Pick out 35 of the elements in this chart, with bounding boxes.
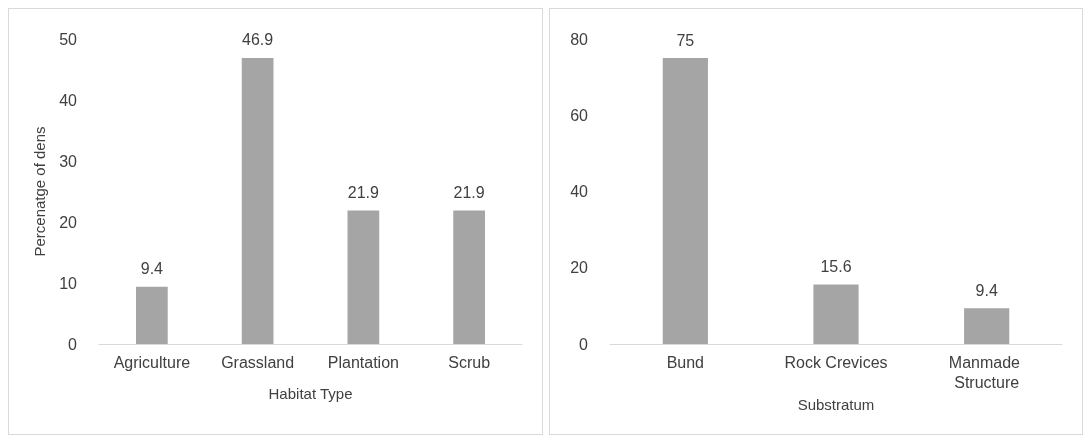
x-tick-label: Manmade Structure	[948, 353, 1025, 391]
y-tick-label: 0	[68, 335, 78, 353]
bar	[662, 58, 708, 344]
y-tick-label: 40	[59, 91, 78, 109]
x-axis-title: Habitat Type	[268, 385, 353, 402]
y-tick-label: 50	[59, 30, 78, 48]
data-label: 46.9	[242, 31, 274, 49]
y-tick-label: 0	[579, 335, 589, 353]
bar	[136, 286, 168, 344]
bar	[813, 284, 859, 344]
x-tick-label: Grassland	[221, 353, 295, 371]
x-tick-label: Scrub	[448, 353, 491, 371]
x-tick-label: Bund	[666, 353, 705, 371]
x-axis-title: Substratum	[797, 395, 875, 413]
bar	[453, 210, 485, 344]
y-tick-label: 20	[59, 213, 78, 231]
y-tick-label: 30	[59, 152, 78, 170]
y-tick-label: 10	[59, 274, 78, 292]
data-label: 21.9	[453, 183, 485, 201]
y-tick-label: 80	[570, 30, 589, 48]
x-tick-label: Rock Crevices	[784, 353, 888, 371]
y-tick-label: 60	[570, 106, 589, 124]
data-label: 21.9	[347, 183, 380, 201]
bar	[241, 57, 274, 344]
x-tick-label: Plantation	[327, 353, 399, 371]
data-label: 15.6	[820, 258, 852, 276]
y-tick-label: 20	[570, 259, 589, 277]
x-tick-label: Agriculture	[113, 353, 191, 371]
bar	[347, 210, 380, 344]
y-axis-title: Percenatge of dens	[31, 126, 48, 257]
data-label: 9.4	[140, 260, 164, 278]
data-label: 9.4	[975, 281, 998, 299]
y-tick-label: 40	[570, 183, 589, 200]
bar	[964, 308, 1010, 344]
data-label: 75	[676, 31, 695, 49]
